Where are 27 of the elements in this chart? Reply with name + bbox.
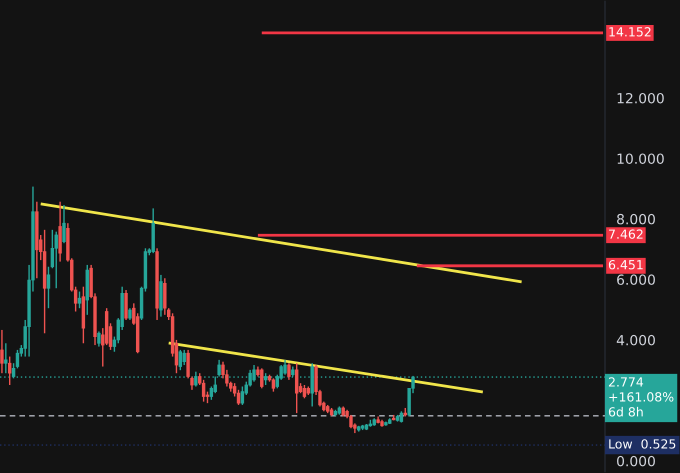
candlestick — [178, 349, 182, 371]
ref-line-label: Low 0.525 — [609, 439, 676, 449]
y-tick-label: 10.000 — [618, 153, 664, 164]
candlestick — [287, 362, 291, 381]
y-tick-label: 12.000 — [618, 92, 664, 104]
candlestick — [4, 342, 8, 374]
candlestick — [260, 368, 264, 390]
candlestick — [294, 362, 298, 414]
candlestick — [97, 330, 101, 348]
candlestick — [302, 384, 306, 399]
y-tick-label: 6.000 — [617, 274, 655, 285]
candlestick — [272, 378, 276, 392]
candlestick — [8, 356, 12, 386]
candlestick — [128, 307, 132, 321]
y-tick-label: 0.000 — [617, 456, 655, 466]
data-label: 6.451 — [608, 260, 643, 270]
ref-line-label: 2.774 +161.08% 6d 8h — [608, 377, 674, 417]
candlestick — [0, 329, 4, 374]
y-tick-label: 4.000 — [616, 334, 655, 346]
y-tick-label: 8.000 — [617, 214, 655, 224]
data-label: 7.462 — [609, 229, 643, 239]
candlestick — [240, 386, 244, 406]
candlestick — [342, 406, 345, 418]
candlestick — [400, 410, 404, 424]
candlestick — [182, 349, 186, 366]
data-label: 14.152 — [609, 27, 651, 37]
candlestick — [54, 230, 58, 289]
